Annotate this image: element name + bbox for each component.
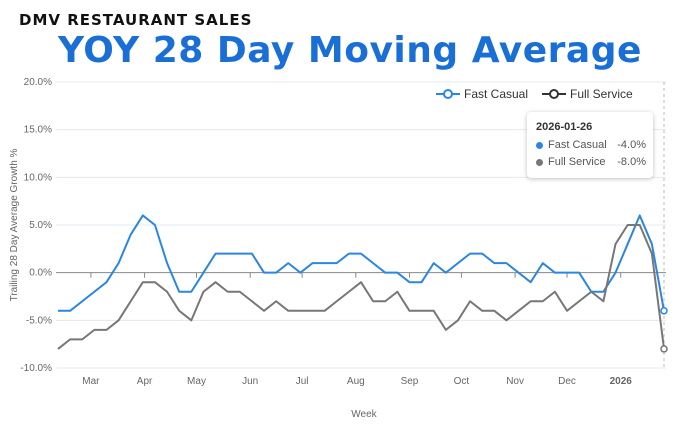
x-tick-label: Nov [506,376,524,387]
y-tick-label: -10.0% [20,363,52,374]
y-tick-label: 10.0% [24,172,52,183]
x-tick-label: Oct [454,376,470,387]
x-axis-label: Week [351,409,377,420]
legend-full-service[interactable]: Full Service [542,87,633,101]
x-tick-label: Jun [242,376,258,387]
x-tick-label: 2026 [610,376,633,387]
legend-fast-casual[interactable]: Fast Casual [436,87,528,101]
y-tick-label: 0.0% [29,268,52,279]
legend-line-icon [542,89,566,99]
x-tick-label: Aug [347,376,365,387]
y-tick-label: 15.0% [24,125,52,136]
x-tick-label: Jul [296,376,309,387]
x-tick-label: May [187,376,206,387]
x-tick-label: Apr [137,376,153,387]
legend-label: Fast Casual [464,87,529,101]
x-tick-label: Mar [82,376,100,387]
page-title: YOY 28 Day Moving Average [58,30,642,71]
hover-point [660,345,668,353]
series-dot-icon [536,158,543,166]
legend-line-icon [436,89,460,99]
y-tick-label: -5.0% [26,315,52,326]
x-tick-label: Sep [401,376,419,387]
y-axis-label: Trailing 28 Day Average Growth % [9,148,20,301]
tooltip-series: Fast Casual [548,139,607,151]
series-dot-icon [536,141,543,149]
legend-label: Full Service [570,87,633,101]
series-line-fast-casual [58,214,665,312]
tooltip-value: -4.0% [617,139,646,151]
tooltip-value: -8.0% [617,156,646,168]
hover-point [660,307,668,315]
y-tick-label: 5.0% [29,220,52,231]
tooltip-row: Full Service -8.0% [536,156,646,168]
series-line-full-service [57,224,665,350]
y-tick-label: 20.0% [24,77,52,88]
tooltip-row: Fast Casual -4.0% [536,139,646,151]
x-tick-label: Dec [558,376,576,387]
tooltip: 2026-01-26 Fast Casual -4.0% Full Servic… [527,112,653,178]
tooltip-date: 2026-01-26 [536,121,593,133]
kicker: DMV RESTAURANT SALES [19,11,253,29]
tooltip-series: Full Service [548,156,606,168]
